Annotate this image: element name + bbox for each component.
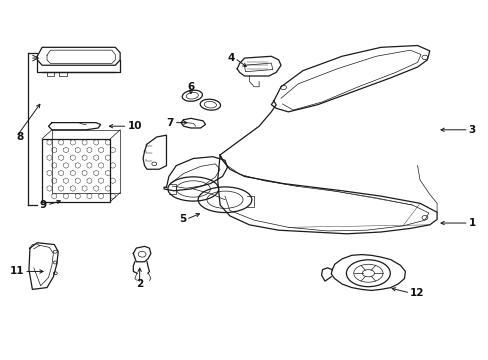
Text: 1: 1 — [468, 218, 475, 228]
Text: 8: 8 — [16, 132, 23, 142]
Text: 2: 2 — [136, 279, 143, 289]
Text: 5: 5 — [179, 215, 185, 224]
Text: 12: 12 — [409, 288, 424, 298]
Text: 9: 9 — [40, 200, 47, 210]
Text: 7: 7 — [166, 118, 173, 128]
Bar — [42, 139, 110, 202]
Text: 11: 11 — [10, 266, 24, 276]
Text: 6: 6 — [187, 82, 194, 92]
Text: 10: 10 — [127, 121, 142, 131]
Text: 3: 3 — [468, 125, 475, 135]
Text: 4: 4 — [227, 53, 234, 63]
